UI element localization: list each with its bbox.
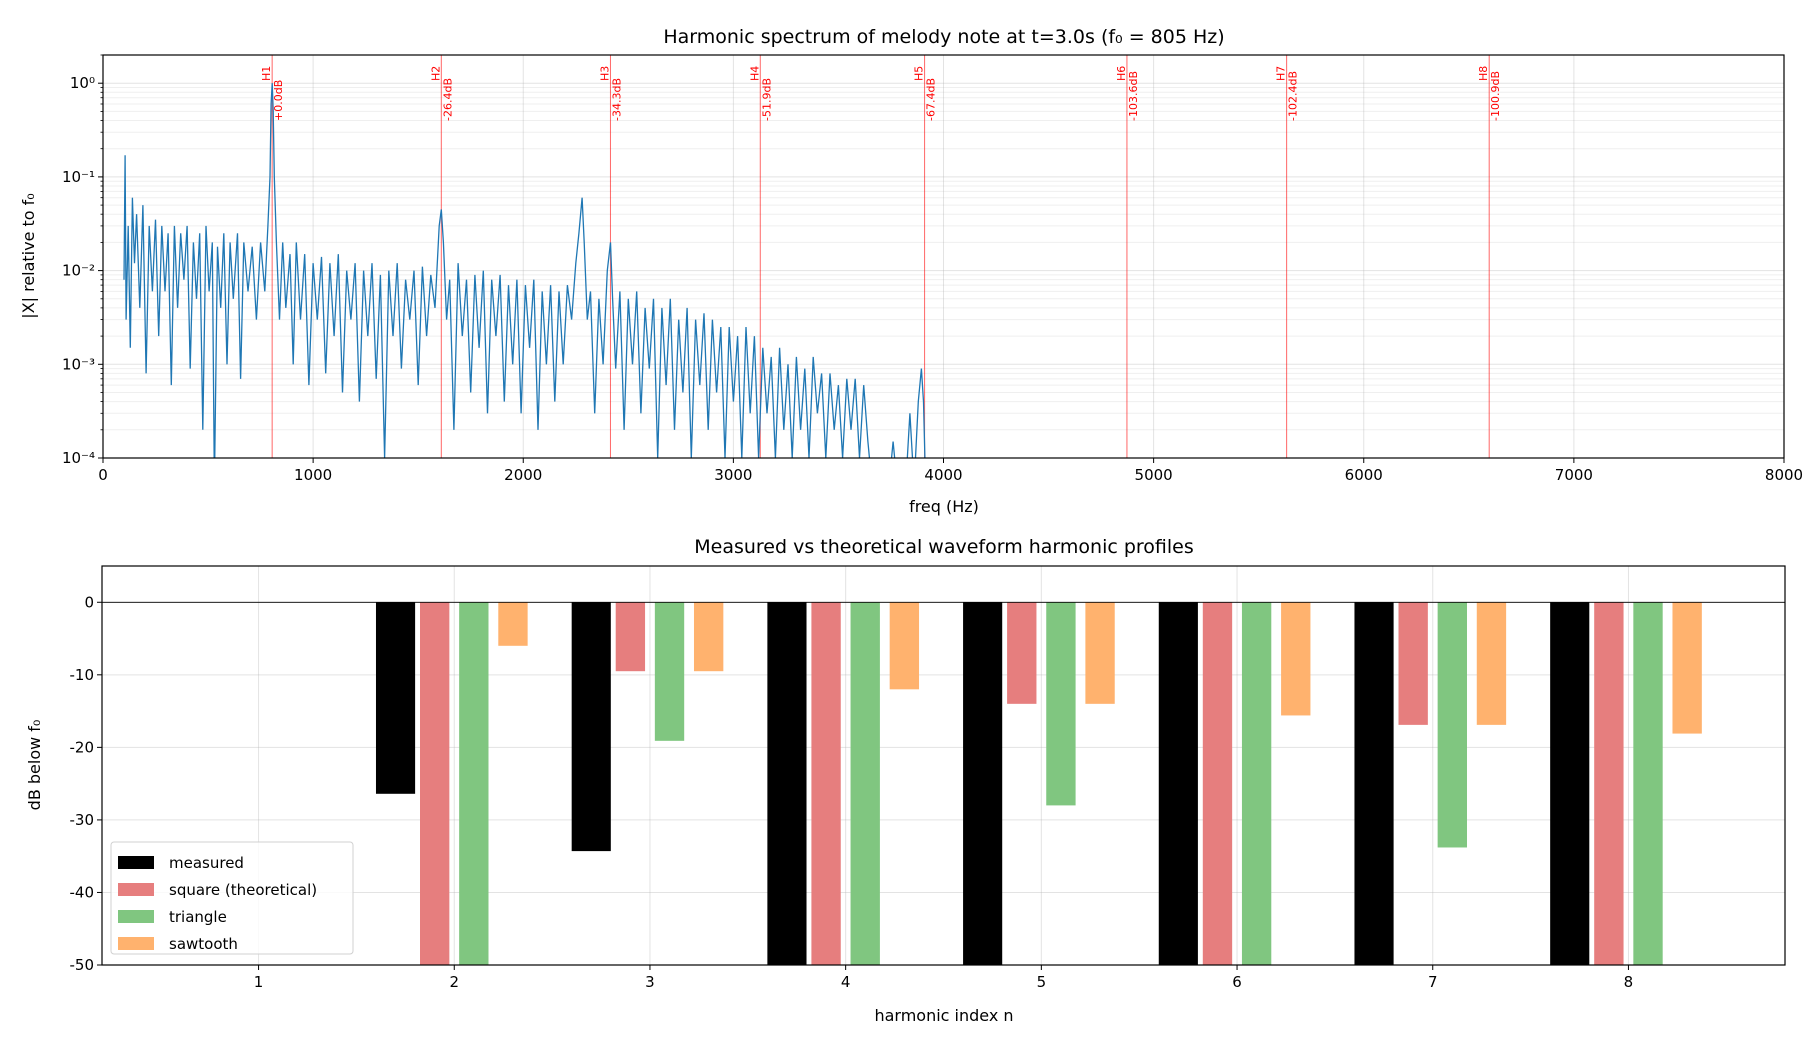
y-tick-label: -50 [70,956,95,974]
legend-swatch [118,856,154,869]
legend-swatch [118,883,154,896]
x-tick-label: 0 [98,466,108,484]
harmonic-db-label: -67.4dB [925,78,938,121]
bar-measured [963,602,1003,965]
bar-square [1007,602,1037,704]
harmonic-db-label: -103.6dB [1127,71,1140,121]
legend-label: triangle [169,908,227,926]
spectrum-xlabel: freq (Hz) [909,497,979,516]
harmonic-profile-chart: Measured vs theoretical waveform harmoni… [25,536,1786,1025]
harmonic-db-label: -26.4dB [441,78,454,121]
y-tick-label: -40 [70,883,95,901]
y-tick-label: 10⁻³ [62,355,95,373]
harmonic-name-label: H7 [1275,66,1288,81]
harmonic-name-label: H8 [1477,66,1490,81]
x-tick-label: 5 [1037,973,1047,991]
legend-swatch [118,910,154,923]
bar-triangle [459,602,489,965]
legend-label: measured [169,854,244,872]
spectrum-title: Harmonic spectrum of melody note at t=3.… [663,26,1224,48]
x-tick-label: 7 [1428,973,1438,991]
bar-sawtooth [1476,602,1507,725]
x-tick-label: 6 [1232,973,1242,991]
x-tick-label: 8 [1624,973,1634,991]
bar-sawtooth [1085,602,1115,704]
bar-triangle [1633,602,1663,965]
profile-xlabel: harmonic index n [874,1006,1013,1025]
bar-triangle [850,602,880,965]
bar-square [811,602,841,965]
bar-triangle [654,602,685,741]
y-tick-label: 10⁻² [62,262,95,280]
legend-box [110,841,354,955]
bar-measured [571,602,611,852]
harmonic-name-label: H6 [1115,66,1128,81]
x-tick-label: 5000 [1135,466,1173,484]
bar-triangle [1241,602,1272,965]
harmonic-name-label: H4 [748,66,761,81]
y-tick-label: 10⁻⁴ [62,449,95,467]
spectrum-ylabel: |X| relative to f₀ [19,193,38,318]
harmonic-db-label: -51.9dB [760,78,773,121]
bar-measured [1354,602,1394,965]
bar-square [420,602,450,965]
bar-square [1202,602,1233,965]
x-tick-label: 2 [449,973,459,991]
legend: measured square (theoretical) triangle sawt… [110,841,354,955]
harmonic-name-label: H2 [429,66,442,81]
spectrum-line [123,83,926,458]
bar-triangle [1046,602,1076,806]
plot-frame [101,565,1786,966]
harmonic-db-label: -34.3dB [610,78,623,121]
bar-measured [1550,602,1590,965]
bar-sawtooth [1281,602,1311,716]
y-tick-label: -30 [70,811,95,829]
x-tick-label: 8000 [1765,466,1803,484]
x-tick-label: 1000 [294,466,332,484]
harmonic-name-label: H3 [598,66,611,81]
x-tick-label: 7000 [1555,466,1593,484]
y-tick-label: -20 [70,738,95,756]
y-tick-label: 10⁰ [70,74,95,92]
x-tick-label: 4000 [924,466,962,484]
legend-label: sawtooth [169,935,238,953]
spectrum-chart: Harmonic spectrum of melody note at t=3.… [19,26,1803,516]
harmonic-name-label: H1 [260,66,273,81]
bar-sawtooth [498,602,528,646]
x-tick-label: 1 [254,973,264,991]
x-tick-label: 4 [841,973,851,991]
harmonic-db-label: -100.9dB [1489,71,1502,121]
y-tick-label: -10 [70,666,95,684]
bar-square [1398,602,1428,725]
bar-sawtooth [1672,602,1702,734]
bar-measured [767,602,807,965]
bar-sawtooth [693,602,724,672]
profile-title: Measured vs theoretical waveform harmoni… [694,536,1194,558]
y-tick-label: 0 [84,593,94,611]
x-tick-label: 2000 [504,466,542,484]
harmonic-db-label: -102.4dB [1287,71,1300,121]
bar-square [1594,602,1624,965]
bar-sawtooth [889,602,920,690]
harmonic-name-label: H5 [913,66,926,81]
bar-triangle [1437,602,1467,848]
y-tick-label: 10⁻¹ [62,168,95,186]
profile-ylabel: dB below f₀ [25,720,44,811]
x-tick-label: 3000 [714,466,752,484]
harmonic-db-label: +0.0dB [272,80,285,121]
plot-frame [102,54,1785,459]
legend-swatch [118,937,154,950]
legend-label: square (theoretical) [169,881,317,899]
bar-measured [375,602,416,794]
bars [375,602,1702,965]
bar-measured [1158,602,1198,965]
bar-square [615,602,646,672]
x-tick-label: 3 [645,973,655,991]
x-tick-label: 6000 [1345,466,1383,484]
